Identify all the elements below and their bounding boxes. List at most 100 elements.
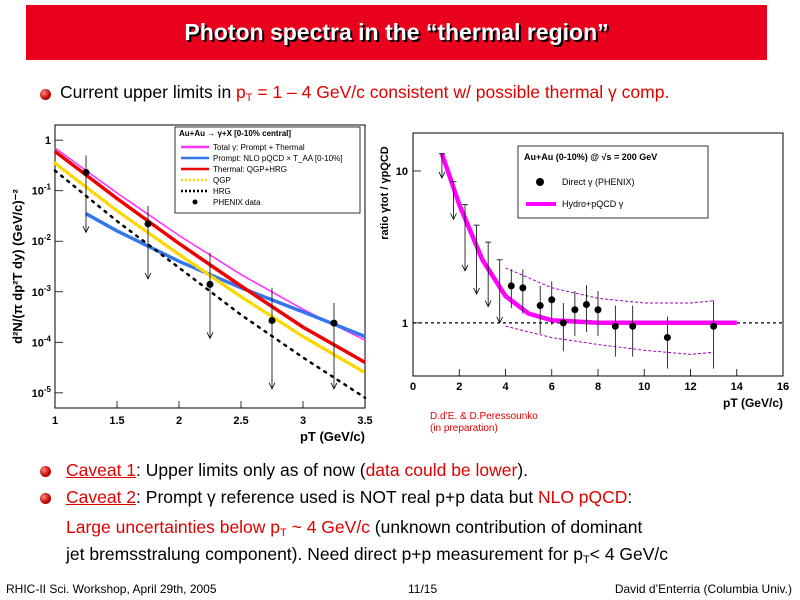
line1-suffix: comp. bbox=[616, 82, 670, 102]
x-tick-label: 10 bbox=[638, 381, 650, 393]
upper-limit-arrow-head bbox=[438, 171, 446, 179]
caveat-2-line: Caveat 2: Prompt γ reference used is NOT… bbox=[66, 487, 632, 508]
data-point bbox=[594, 306, 602, 314]
data-point bbox=[519, 284, 527, 292]
upper-limit-arrow-head bbox=[496, 316, 504, 324]
caveat-1-end: ). bbox=[517, 460, 529, 480]
tick-base: 1 bbox=[45, 135, 51, 147]
caveat-2-line-3: Large uncertainties below pT ~ 4 GeV/c (… bbox=[66, 517, 642, 539]
x-tick-label: 16 bbox=[777, 381, 789, 393]
data-point bbox=[710, 322, 718, 330]
x-tick-label: 4 bbox=[502, 381, 509, 393]
tick-exponent: -3 bbox=[44, 284, 52, 293]
upper-limit-arrow-head bbox=[206, 332, 214, 340]
legend-label: QGP bbox=[213, 176, 231, 185]
x-tick-label: 14 bbox=[731, 381, 744, 393]
right-chart-panel: 0 2 4 6 8 10 12 14 16 1 10 pT (GeV/c) ratio γtot / γ… bbox=[378, 128, 793, 438]
caveat-1-label: Caveat 1 bbox=[66, 460, 137, 480]
y-tick-label: 1 bbox=[45, 135, 51, 147]
band-upper bbox=[505, 267, 714, 304]
data-point bbox=[559, 319, 567, 327]
y-tick-label: 10 bbox=[396, 166, 408, 178]
legend-label: PHENIX data bbox=[213, 198, 261, 207]
caveat-2-line-4: jet bremsstralung component). Need direc… bbox=[66, 544, 668, 566]
band-lower bbox=[505, 325, 714, 355]
y-axis-label: d²N/(π dp²T dy) (GeV/c)⁻² bbox=[10, 188, 25, 343]
legend-label: Prompt: NLO pQCD × T_AA [0-10%] bbox=[213, 154, 342, 163]
x-axis-label: pT (GeV/c) bbox=[723, 396, 783, 410]
line1-pt: pT = 1 – 4 GeV/c consistent w/ possible … bbox=[236, 82, 670, 104]
x-tick-label: 1 bbox=[52, 415, 58, 427]
line3-red: Large uncertainties below pT ~ 4 GeV/c bbox=[66, 517, 370, 539]
caveat-2-end: : bbox=[627, 487, 633, 507]
legend-marker bbox=[192, 199, 198, 205]
y-axis-label: ratio γtot / γpQCD bbox=[379, 146, 391, 240]
data-point bbox=[206, 280, 214, 288]
upper-limit-arrow-head bbox=[268, 382, 276, 390]
tick-exponent: -2 bbox=[44, 233, 52, 242]
gamma-symbol: γ bbox=[608, 82, 617, 102]
credit-text: D.d’E. & D.Peressounko (in preparation) bbox=[430, 411, 538, 434]
tick-exponent: -1 bbox=[44, 183, 52, 192]
bullet-icon bbox=[40, 493, 51, 504]
data-point bbox=[611, 322, 619, 330]
pt-symbol: p bbox=[236, 82, 246, 102]
tick-base: 10 bbox=[32, 287, 44, 299]
data-point bbox=[548, 296, 556, 304]
bullet-line-1: Current upper limits in pT = 1 – 4 GeV/c… bbox=[60, 82, 669, 104]
x-tick-label: 2.5 bbox=[233, 415, 248, 427]
upper-limit-arrow-head bbox=[484, 300, 492, 308]
data-point bbox=[82, 168, 90, 176]
legend-title: Au+Au → γ+X [0-10% central] bbox=[179, 129, 291, 138]
caveat-1-highlight: data could be lower bbox=[365, 460, 518, 480]
data-point bbox=[629, 322, 637, 330]
x-tick-label: 12 bbox=[684, 381, 696, 393]
data-point bbox=[507, 282, 515, 290]
data-point bbox=[582, 301, 590, 309]
gamma-symbol: γ bbox=[207, 487, 216, 507]
caveat-2-highlight: NLO pQCD bbox=[537, 487, 628, 507]
upper-limit-arrow-head bbox=[82, 226, 90, 234]
data-point bbox=[268, 317, 276, 325]
upper-limit-arrow-head bbox=[473, 287, 480, 295]
line3-red-text: Large uncertainties below p bbox=[66, 517, 281, 537]
caveat-1-text: : Upper limits only as of now ( bbox=[136, 460, 366, 480]
y-tick-label: 10-1 bbox=[32, 183, 52, 198]
left-chart-panel: 1 1.5 2 2.5 3 3.5 1 10-1 10-2 10-3 10-4 10-5 pT (GeV… bbox=[5, 115, 373, 455]
line3-red-text-2: ~ 4 GeV/c bbox=[286, 517, 370, 537]
x-tick-label: 2 bbox=[176, 415, 182, 427]
caveat-2-label: Caveat 2 bbox=[66, 487, 137, 507]
line4-end: < 4 GeV/c bbox=[589, 544, 669, 564]
upper-limit-arrow-head bbox=[450, 213, 457, 221]
title-bar: Photon spectra in the “thermal region” bbox=[26, 5, 767, 60]
series-line bbox=[53, 169, 367, 399]
slide-title: Photon spectra in the “thermal region” bbox=[184, 19, 609, 45]
tick-base: 10 bbox=[32, 388, 44, 400]
x-tick-label: 2 bbox=[456, 381, 462, 393]
bullet-icon bbox=[40, 466, 51, 477]
legend-title: Au+Au (0-10%) @ √s = 200 GeV bbox=[524, 152, 657, 162]
y-tick-label: 10-3 bbox=[32, 284, 52, 299]
line4-text: jet bremsstralung component). Need direc… bbox=[66, 544, 583, 564]
x-tick-label: 0 bbox=[410, 381, 416, 393]
legend-label: Direct γ (PHENIX) bbox=[562, 177, 635, 187]
x-tick-label: 3.5 bbox=[357, 415, 372, 427]
upper-limit-arrow-head bbox=[330, 382, 338, 390]
footer-left: RHIC-II Sci. Workshop, April 29th, 2005 bbox=[6, 582, 217, 596]
upper-limit-arrow-head bbox=[461, 264, 469, 272]
bullet-icon bbox=[40, 89, 51, 100]
data-point bbox=[144, 220, 152, 228]
tick-base: 10 bbox=[32, 337, 44, 349]
y-tick-label: 10-4 bbox=[32, 334, 52, 349]
legend-label: Hydro+pQCD γ bbox=[562, 199, 624, 209]
x-tick-label: 6 bbox=[549, 381, 555, 393]
legend-label: Total γ: Prompt + Thermal bbox=[213, 143, 305, 152]
pt-subscript: T bbox=[583, 554, 590, 566]
y-tick-label: 10-2 bbox=[32, 233, 52, 248]
x-tick-label: 8 bbox=[595, 381, 601, 393]
footer-page-number: 11/15 bbox=[408, 582, 438, 596]
tick-base: 10 bbox=[32, 186, 44, 198]
legend-label: HRG bbox=[213, 187, 231, 196]
data-point bbox=[663, 334, 671, 342]
